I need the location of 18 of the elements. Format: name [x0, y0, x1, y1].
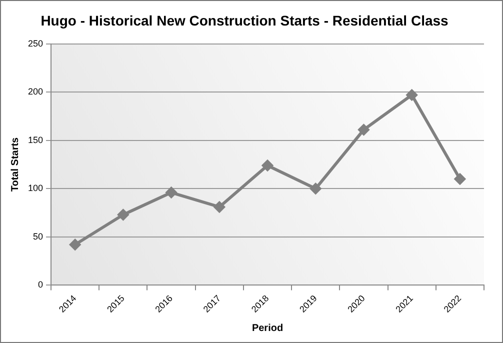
- y-tick-label: 50: [33, 231, 44, 242]
- y-tick-label: 0: [38, 280, 44, 290]
- point: [454, 173, 466, 184]
- y-tick-label: 150: [28, 134, 44, 145]
- point: [118, 209, 129, 220]
- point: [310, 183, 322, 194]
- y-tick-label: 100: [28, 183, 44, 194]
- x-axis-title: Period: [252, 322, 284, 334]
- point: [406, 89, 418, 100]
- point: [262, 160, 274, 171]
- y-axis-title: Total Starts: [10, 136, 21, 192]
- chart-title: Hugo - Historical New Construction Starts - Residential Class: [40, 12, 449, 28]
- point: [214, 201, 225, 212]
- point: [358, 124, 370, 136]
- point: [70, 239, 81, 250]
- y-tick-label: 250: [28, 38, 44, 48]
- y-tick-label: 200: [28, 86, 44, 97]
- point: [166, 187, 177, 198]
